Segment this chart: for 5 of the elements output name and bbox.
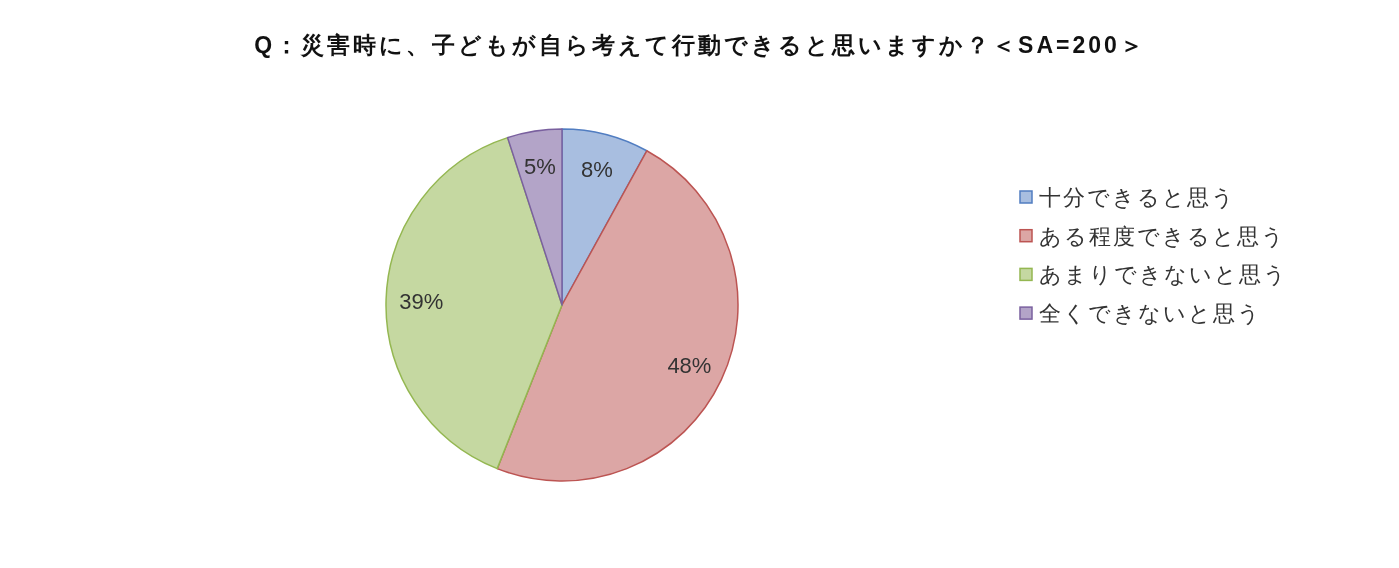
label: 39% — [399, 288, 444, 314]
label: 48% — [667, 352, 712, 378]
label: 5% — [524, 153, 556, 179]
label: 8% — [581, 156, 613, 182]
title: Q：災害時に、子どもが自ら考えて行動できると思いますか？＜SA=200＞ — [254, 32, 1146, 58]
